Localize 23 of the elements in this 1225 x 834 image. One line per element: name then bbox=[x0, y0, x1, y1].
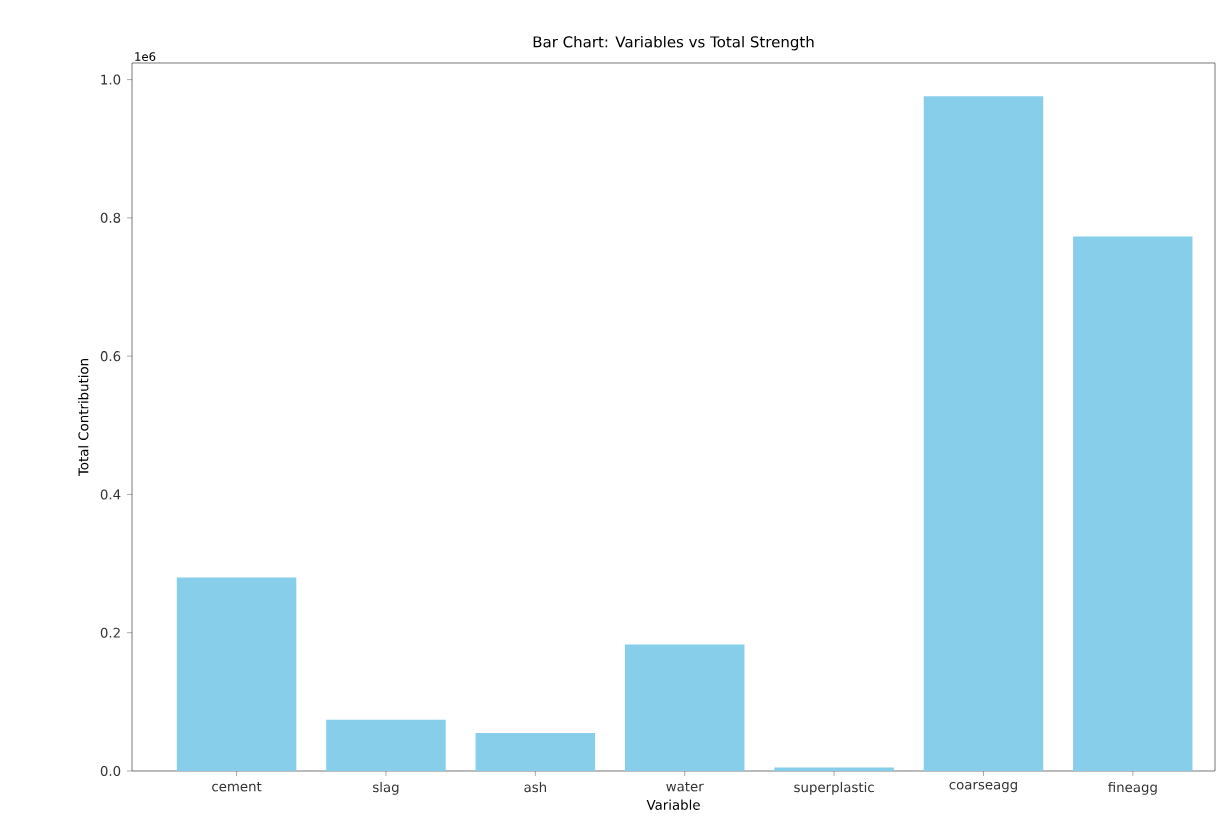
x-tick-label: fineagg bbox=[1108, 781, 1157, 795]
text: 1e6 bbox=[135, 52, 156, 61]
bar bbox=[624, 644, 745, 771]
bar bbox=[923, 96, 1044, 771]
x-tick-label: coarseagg bbox=[949, 781, 1017, 793]
y-tick-label: 0.8 bbox=[100, 212, 121, 223]
y-tick-label: 0.4 bbox=[100, 489, 121, 500]
bar bbox=[176, 577, 297, 771]
chart-title: Bar Chart: Variables vs Total Strength bbox=[533, 35, 814, 51]
y-tick-label: 0.2 bbox=[100, 627, 120, 638]
y-tick-label: 0.0 bbox=[100, 765, 121, 777]
x-tick-label: cement bbox=[212, 781, 262, 792]
y-tick-label: 0.6 bbox=[100, 351, 121, 362]
x-tick-label: slag bbox=[373, 781, 399, 795]
x-tick-label: water bbox=[666, 781, 704, 792]
x-axis-title: Variable bbox=[646, 799, 700, 810]
bar bbox=[326, 719, 446, 771]
bar bbox=[475, 732, 596, 771]
x-tick-label: ash bbox=[524, 781, 546, 793]
y-tick-label: 1.0 bbox=[101, 74, 121, 85]
y-axis-title: Total Contribution bbox=[78, 359, 89, 477]
x-tick-label: superplastic bbox=[794, 781, 874, 795]
bar bbox=[1073, 236, 1193, 771]
